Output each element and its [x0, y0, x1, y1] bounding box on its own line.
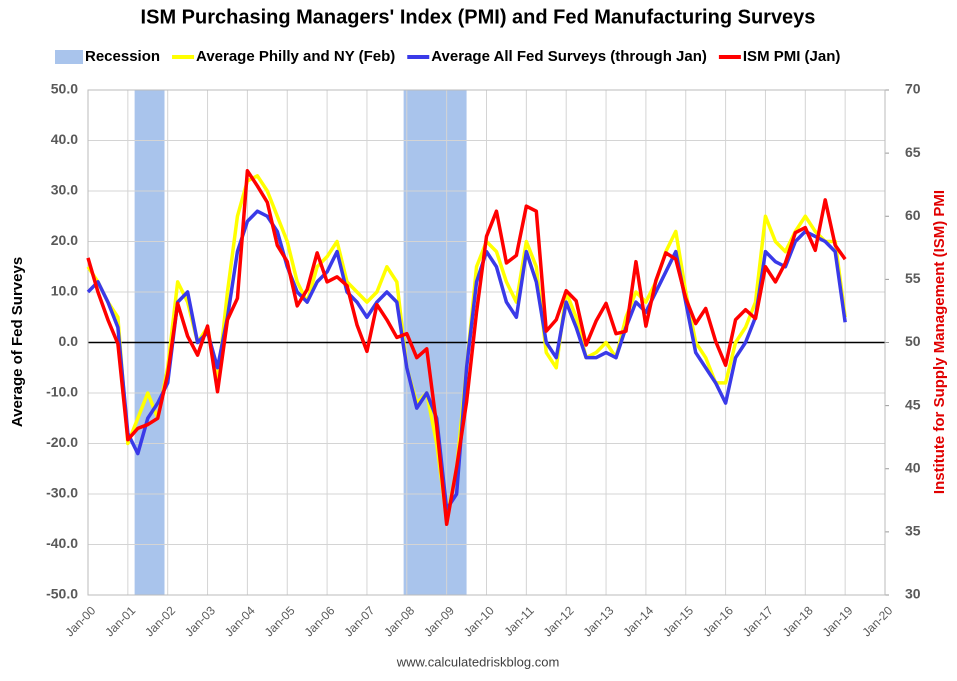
y-tick-label: -20.0 [46, 434, 78, 450]
x-tick-label: Jan-15 [660, 603, 696, 639]
y2-tick-label: 45 [905, 396, 921, 412]
y-axis-label: Average of Fed Surveys [9, 257, 26, 427]
series-line [86, 169, 847, 527]
series-line [86, 209, 847, 511]
legend-label: Average All Fed Surveys (through Jan) [431, 48, 707, 65]
x-tick-label: Jan-18 [780, 603, 816, 639]
x-tick-label: Jan-19 [820, 603, 856, 639]
x-tick-label: Jan-13 [581, 603, 617, 639]
y2-tick-label: 35 [905, 523, 921, 539]
y-tick-label: -40.0 [46, 535, 78, 551]
x-tick-label: Jan-16 [700, 603, 736, 639]
y-tick-label: 0.0 [59, 333, 79, 349]
y-tick-label: 50.0 [51, 81, 78, 97]
y-tick-label: 30.0 [51, 182, 78, 198]
y2-tick-label: 70 [905, 81, 921, 97]
y-tick-label: -50.0 [46, 586, 78, 602]
chart-title: ISM Purchasing Managers' Index (PMI) and… [141, 6, 816, 28]
y-tick-label: -30.0 [46, 485, 78, 501]
x-tick-label: Jan-09 [421, 603, 457, 639]
x-tick-label: Jan-03 [182, 603, 218, 639]
x-tick-label: Jan-00 [63, 603, 99, 639]
legend-label: ISM PMI (Jan) [743, 48, 841, 65]
x-tick-label: Jan-10 [461, 603, 497, 639]
y2-tick-label: 40 [905, 459, 921, 475]
x-tick-label: Jan-01 [102, 603, 138, 639]
y-tick-label: 20.0 [51, 232, 78, 248]
x-tick-label: Jan-05 [262, 603, 298, 639]
x-tick-label: Jan-02 [142, 603, 178, 639]
y-tick-label: 40.0 [51, 131, 78, 147]
x-tick-label: Jan-07 [341, 603, 377, 639]
x-tick-label: Jan-04 [222, 603, 258, 639]
x-tick-label: Jan-11 [501, 603, 536, 638]
y-tick-label: -10.0 [46, 384, 78, 400]
source: www.calculatedriskblog.com [396, 654, 560, 669]
x-tick-label: Jan-20 [860, 603, 896, 639]
y2-tick-label: 55 [905, 270, 921, 286]
legend-label: Average Philly and NY (Feb) [196, 48, 395, 65]
y2-tick-label: 60 [905, 207, 921, 223]
x-tick-label: Jan-06 [302, 603, 338, 639]
y-tick-label: 10.0 [51, 283, 78, 299]
legend-label: Recession [85, 48, 160, 65]
y2-tick-label: 50 [905, 333, 921, 349]
legend-swatch [55, 50, 83, 64]
x-tick-label: Jan-08 [381, 603, 417, 639]
y2-tick-label: 65 [905, 144, 921, 160]
y2-tick-label: 30 [905, 586, 921, 602]
x-tick-label: Jan-17 [740, 603, 776, 639]
x-tick-label: Jan-12 [541, 603, 577, 639]
plot-border [87, 89, 886, 596]
x-tick-label: Jan-14 [620, 603, 656, 639]
y2-axis-label: Institute for Supply Management (ISM) PM… [931, 190, 948, 494]
